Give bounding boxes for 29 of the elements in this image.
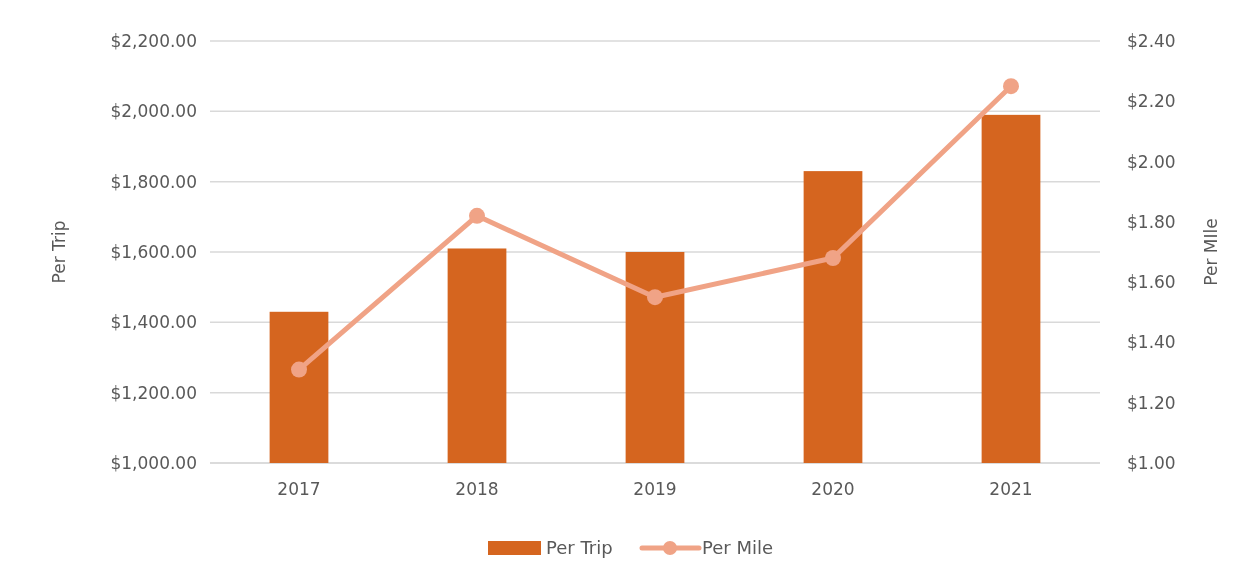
legend-label: Per Mile: [702, 537, 774, 559]
y2-tick-label: $1.40: [1127, 332, 1176, 353]
point: [647, 289, 663, 306]
y-tick-label: $2,200.00: [110, 30, 197, 51]
point: [291, 361, 307, 378]
y2-tick-label: $1.00: [1127, 452, 1176, 473]
legend-label: Per Trip: [546, 537, 613, 559]
y2-tick-label: $2.00: [1127, 151, 1176, 172]
y2-tick-label: $1.60: [1127, 272, 1176, 293]
y2-axis-title: Per MIle: [1201, 218, 1221, 286]
x-tick-label: 2017: [277, 479, 321, 499]
x-tick-label: 2018: [455, 479, 499, 499]
y-tick-label: $1,400.00: [110, 312, 197, 333]
y-tick-label: $1,200.00: [110, 382, 197, 403]
x-tick-label: 2019: [633, 479, 677, 499]
y-tick-label: $2,000.00: [110, 101, 197, 122]
y-tick-label: $1,800.00: [110, 171, 197, 192]
y2-tick-label: $1.80: [1127, 211, 1176, 232]
y2-tick-label: $1.20: [1127, 392, 1176, 413]
point: [1003, 78, 1019, 95]
y-tick-label: $1,000.00: [110, 452, 197, 473]
y-tick-label: $1,600.00: [110, 241, 197, 262]
y2-tick-label: $2.40: [1127, 30, 1176, 51]
y-axis-title: Per Trip: [49, 220, 69, 284]
y2-tick-label: $2.20: [1127, 91, 1176, 112]
x-tick-label: 2021: [989, 479, 1033, 499]
point: [825, 250, 841, 267]
x-tick-label: 2020: [811, 479, 855, 499]
point: [469, 207, 485, 224]
